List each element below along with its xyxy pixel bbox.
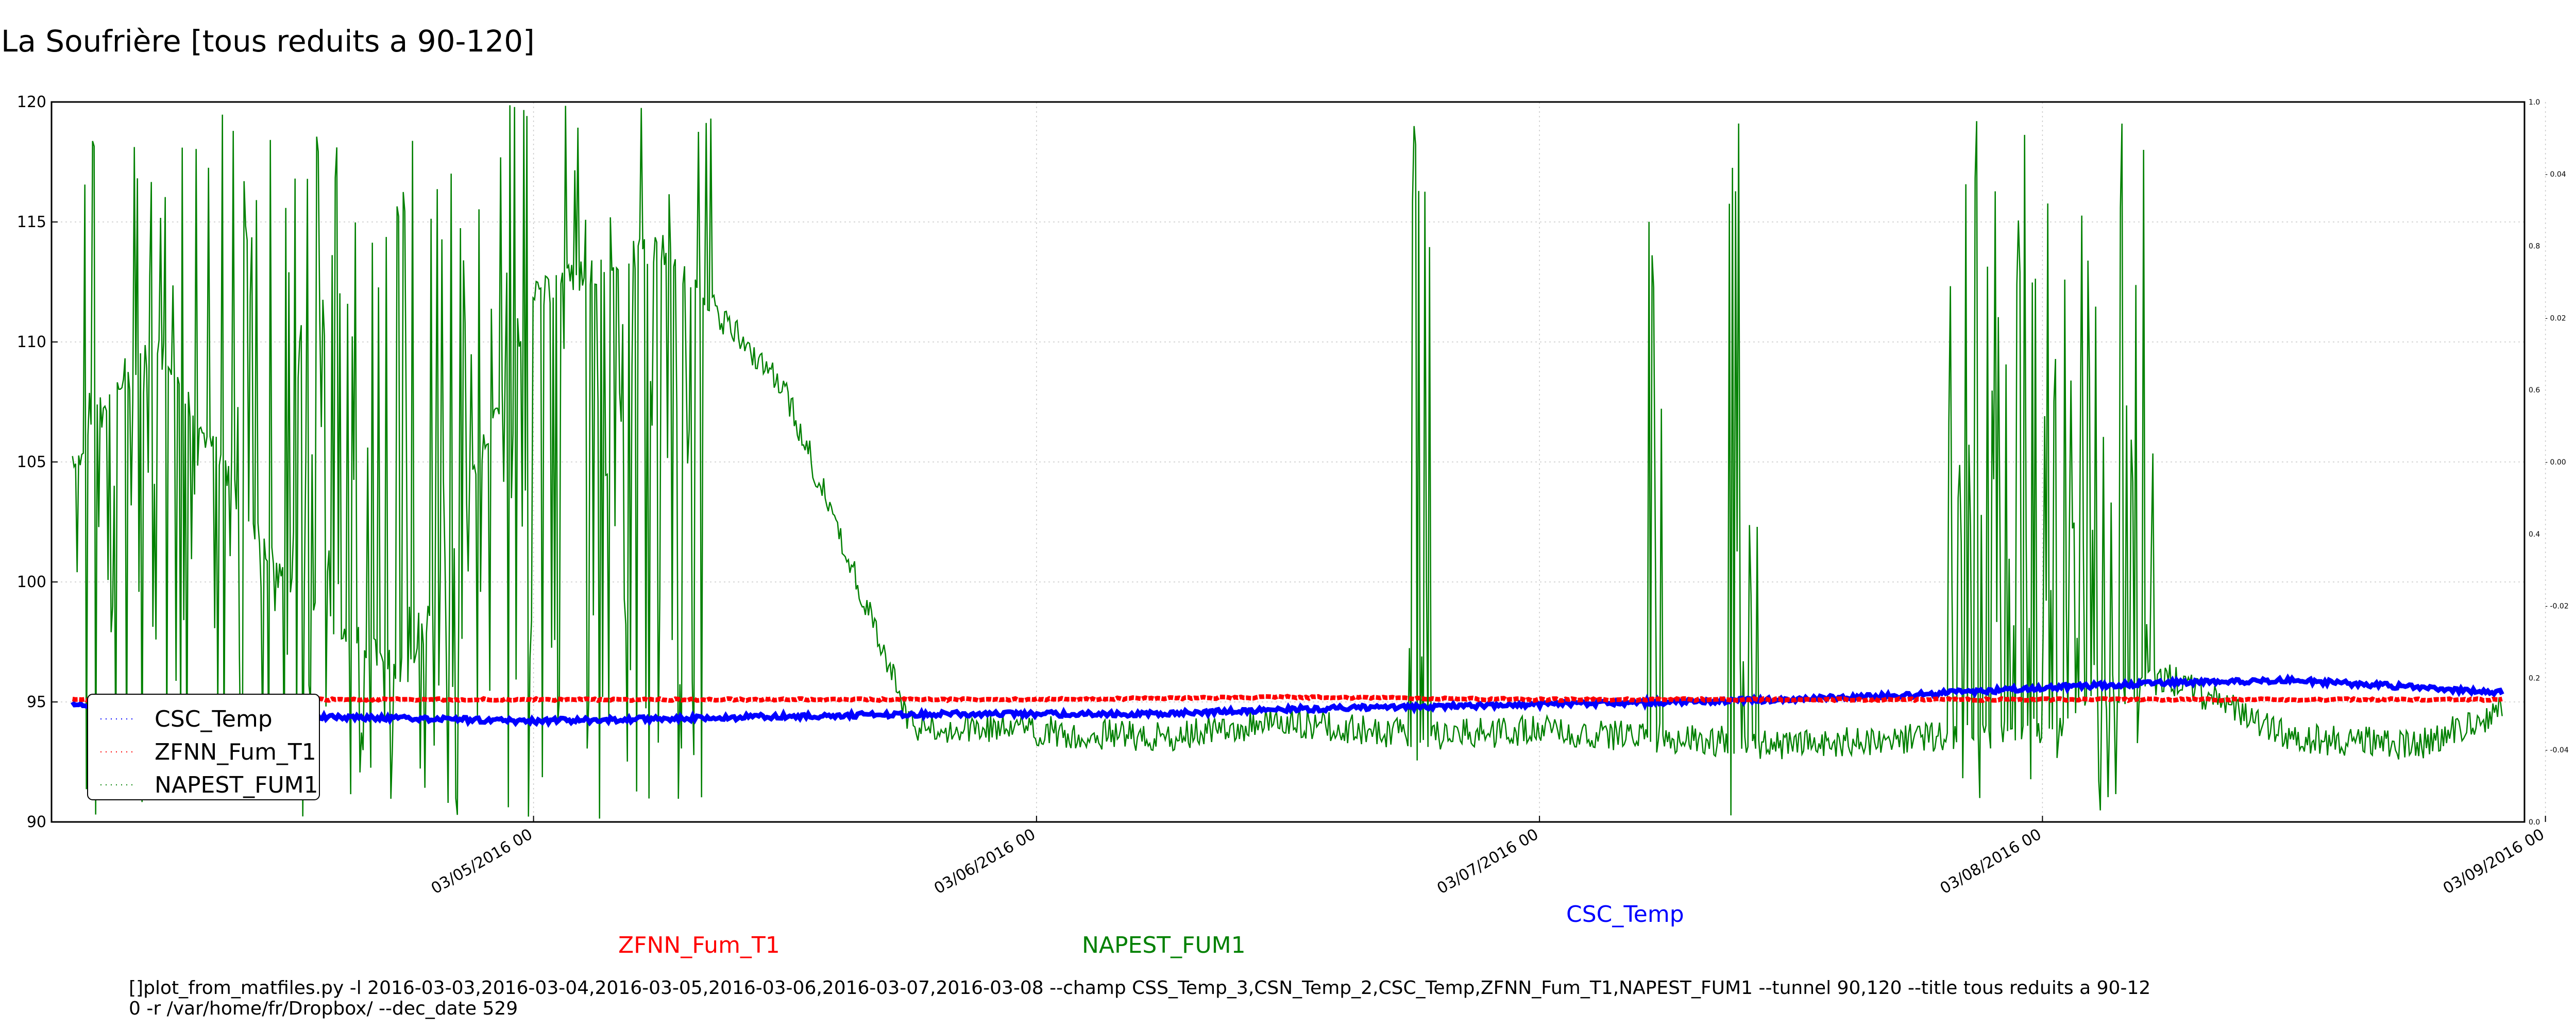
legend-label: CSC_Temp — [155, 706, 273, 732]
y-tick-label: 120 — [17, 93, 46, 111]
right-tick-label-2: - 0.00 — [2545, 458, 2566, 467]
x-tick-label: 03/05/2016 00 — [428, 826, 536, 898]
x-tick-label: 03/07/2016 00 — [1434, 826, 1542, 898]
right-tick-label: 0.0 — [2529, 818, 2540, 827]
x-tick-label: 03/09/2016 00 — [2440, 826, 2548, 898]
right-tick-label-2: - -0.04 — [2545, 746, 2569, 754]
y-tick-label: 105 — [17, 453, 46, 471]
legend: CSC_Temp ZFNN_Fum_T1 NAPEST_FUM1 — [87, 694, 320, 800]
annotation-napest-fum1: NAPEST_FUM1 — [1082, 932, 1246, 958]
annotation-zfnn-fum-t1: ZFNN_Fum_T1 — [618, 932, 780, 958]
x-axis: 03/05/2016 00 03/06/2016 00 03/07/2016 00 0… — [428, 816, 2548, 898]
y-tick-label: 110 — [17, 333, 46, 351]
x-tick-label: 03/06/2016 00 — [931, 826, 1039, 898]
chart-title: La Soufrière [tous reduits a 90-120] — [1, 24, 535, 59]
right-tick-label: 1.0 — [2529, 98, 2540, 107]
legend-label: ZFNN_Fum_T1 — [155, 739, 316, 765]
right-tick-label-2: - 0.02 — [2545, 314, 2566, 322]
series-line-csc-temp — [70, 673, 2504, 728]
y-tick-label: 90 — [27, 813, 46, 831]
right-tick-label: 0.4 — [2529, 530, 2540, 539]
command-line-1: []plot_from_matfiles.py -l 2016-03-03,20… — [129, 977, 2150, 999]
right-tick-label-2: - -0.02 — [2545, 603, 2569, 611]
annotation-csc-temp: CSC_Temp — [1566, 901, 1684, 928]
legend-box — [87, 694, 320, 800]
series-line-napest-fum1 — [72, 105, 2503, 819]
right-axis: 1.0 0.8 0.6 0.4 0.2 0.0 - 0.04 - 0.02 - 0.00 - -0… — [2529, 98, 2569, 827]
x-tick-label: 03/08/2016 00 — [1937, 826, 2045, 898]
command-line-2: 0 -r /var/home/fr/Dropbox/ --dec_date 52… — [129, 998, 518, 1019]
series-layer — [70, 105, 2504, 819]
right-tick-label: 0.8 — [2529, 243, 2540, 251]
right-tick-label: 0.2 — [2529, 674, 2540, 682]
y-axis: 90 95 100 105 110 115 120 — [17, 93, 58, 831]
y-tick-label: 100 — [17, 573, 46, 591]
y-tick-label: 95 — [27, 693, 46, 711]
legend-label: NAPEST_FUM1 — [155, 772, 318, 798]
y-tick-label: 115 — [17, 213, 46, 231]
right-tick-label-2: - 0.04 — [2545, 170, 2566, 179]
series-line-zfnn-fum-t1 — [72, 694, 2503, 703]
right-tick-label: 0.6 — [2529, 386, 2540, 394]
